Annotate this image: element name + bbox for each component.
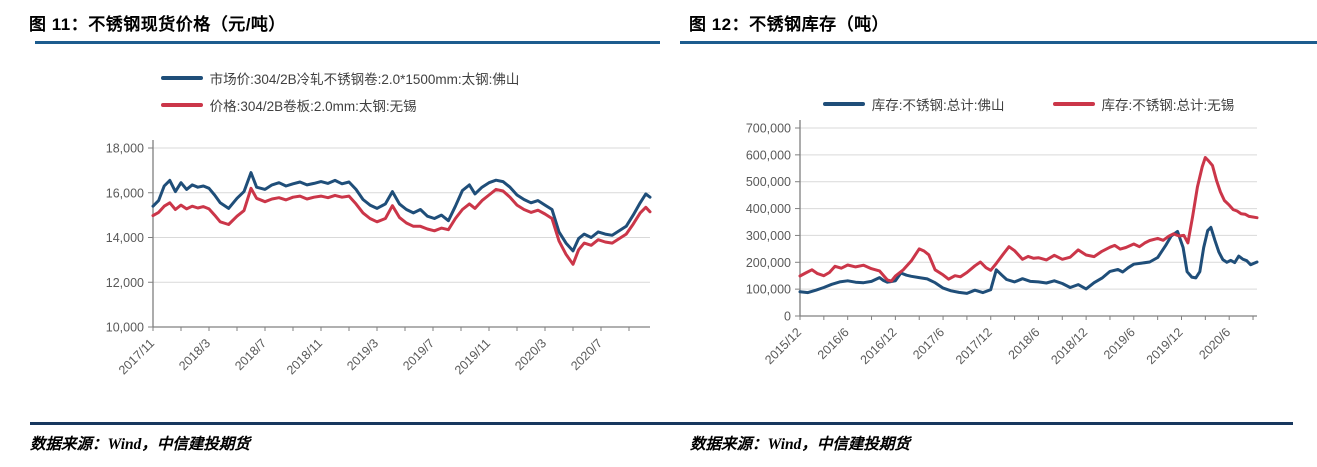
x-tick-label: 2017/11 — [116, 336, 157, 377]
x-tick-label: 2015/12 — [762, 325, 804, 367]
legend-label: 库存:不锈钢:总计:无锡 — [1101, 98, 1235, 113]
y-tick-label: 0 — [784, 310, 791, 324]
x-tick-label: 2020/6 — [1196, 325, 1233, 362]
x-tick-label: 2016/12 — [858, 325, 900, 367]
figure-12-source: 数据来源：Wind，中信建投期货 — [690, 436, 910, 453]
x-tick-label: 2018/6 — [1006, 325, 1043, 362]
x-tick-label: 2019/7 — [400, 336, 437, 373]
figure-11: 图 11：不锈钢现货价格（元/吨） 市场价:304/2B冷轧不锈钢卷:2.0*1… — [20, 0, 660, 467]
x-tick-label: 2017/6 — [910, 325, 947, 362]
y-tick-label: 400,000 — [746, 202, 791, 216]
x-tick-label: 2017/12 — [953, 325, 995, 367]
figure-12-legend-items: 库存:不锈钢:总计:佛山 库存:不锈钢:总计:无锡 — [822, 94, 1235, 114]
legend-line-marker-red — [1052, 102, 1095, 106]
x-tick-label: 2016/6 — [815, 325, 852, 362]
legend-line-marker-blue — [822, 102, 865, 106]
y-tick-label: 100,000 — [746, 283, 791, 297]
series-line-1 — [798, 156, 1259, 283]
legend-line-marker-blue — [160, 76, 203, 80]
series-line-0 — [151, 171, 652, 253]
x-tick-label: 2019/6 — [1101, 325, 1138, 362]
legend-line-marker-red — [160, 103, 203, 107]
y-tick-label: 12,000 — [106, 276, 144, 290]
x-tick-label: 2018/12 — [1048, 325, 1090, 367]
series-line-1 — [151, 186, 652, 266]
figure-12-title-divider — [680, 41, 1317, 44]
y-tick-label: 16,000 — [106, 186, 144, 200]
legend-item-wuxi-inventory: 库存:不锈钢:总计:无锡 — [1052, 94, 1235, 114]
y-tick-label: 300,000 — [746, 229, 791, 243]
legend-item-wuxi-price: 价格:304/2B卷板:2.0mm:太钢:无锡 — [160, 95, 417, 115]
y-tick-label: 10,000 — [106, 321, 144, 335]
x-tick-label: 2020/7 — [568, 336, 605, 373]
x-tick-label: 2019/11 — [452, 336, 493, 377]
y-tick-label: 500,000 — [746, 175, 791, 189]
x-tick-label: 2018/11 — [284, 336, 325, 377]
legend-item-foshan-inventory: 库存:不锈钢:总计:佛山 — [822, 94, 1005, 114]
bottom-divider — [30, 422, 1293, 425]
figure-11-source: 数据来源：Wind，中信建投期货 — [30, 436, 250, 453]
x-tick-label: 2018/3 — [176, 336, 213, 373]
figure-11-legend: 市场价:304/2B冷轧不锈钢卷:2.0*1500mm:太钢:佛山 价格:304… — [20, 68, 660, 115]
x-tick-label: 2020/3 — [512, 336, 549, 373]
x-tick-label: 2019/3 — [344, 336, 381, 373]
figure-11-legend-items: 市场价:304/2B冷轧不锈钢卷:2.0*1500mm:太钢:佛山 价格:304… — [160, 68, 520, 115]
figure-11-title: 图 11：不锈钢现货价格（元/吨） — [29, 15, 286, 34]
figure-11-title-divider — [35, 41, 660, 44]
figure-12-legend: 库存:不锈钢:总计:佛山 库存:不锈钢:总计:无锡 — [680, 94, 1317, 114]
figure-12-title: 图 12：不锈钢库存（吨） — [689, 15, 890, 34]
figure-12-chart: 0 100,000 200,000 300,000 400,000 500,000 600,… — [746, 120, 1259, 367]
y-tick-label: 14,000 — [106, 231, 144, 245]
series-line-0 — [798, 225, 1259, 295]
x-tick-label: 2018/7 — [232, 336, 269, 373]
y-tick-label: 200,000 — [746, 256, 791, 270]
y-tick-label: 700,000 — [746, 122, 791, 136]
legend-label: 价格:304/2B卷板:2.0mm:太钢:无锡 — [209, 99, 417, 114]
figure-11-chart: 10,000 12,000 14,000 16,000 18,000 2017/11 201… — [106, 140, 652, 377]
legend-label: 市场价:304/2B冷轧不锈钢卷:2.0*1500mm:太钢:佛山 — [209, 72, 520, 87]
y-tick-label: 600,000 — [746, 148, 791, 162]
legend-item-foshan-price: 市场价:304/2B冷轧不锈钢卷:2.0*1500mm:太钢:佛山 — [160, 68, 520, 88]
figure-12: 图 12：不锈钢库存（吨） 库存:不锈钢:总计:佛山 库存:不锈钢:总计:无锡 … — [680, 0, 1317, 467]
y-tick-label: 18,000 — [106, 142, 144, 156]
legend-label: 库存:不锈钢:总计:佛山 — [871, 98, 1005, 113]
x-tick-label: 2019/12 — [1144, 325, 1186, 367]
